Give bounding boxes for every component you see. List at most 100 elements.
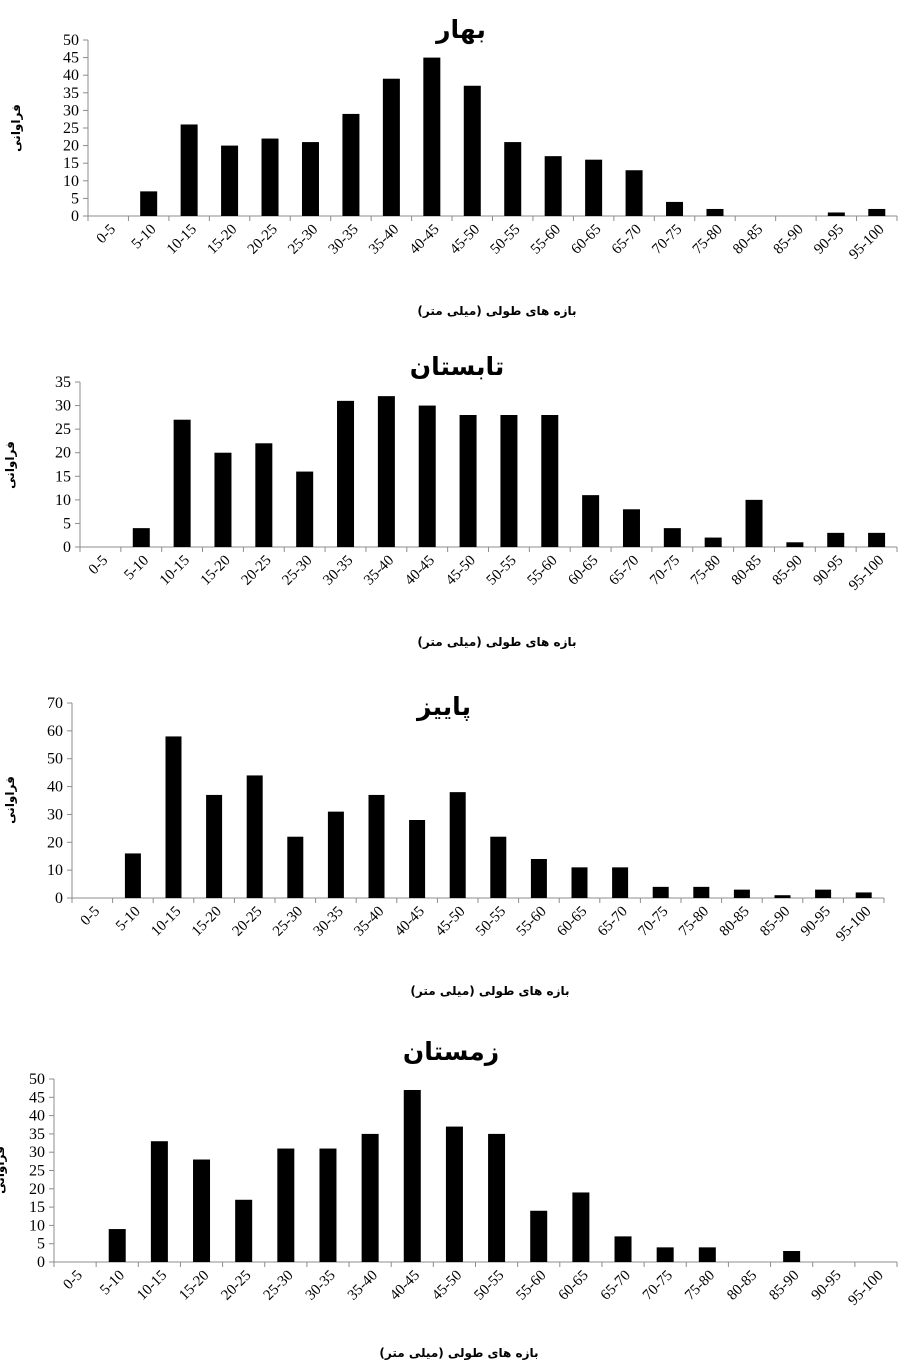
y-tick-label: 20 (29, 1181, 45, 1198)
x-tick-label: 30-35 (320, 553, 356, 589)
x-tick-label: 35-40 (366, 222, 402, 258)
bar-70-75 (666, 201, 684, 216)
bar-30-35 (342, 113, 360, 216)
bar-50-55 (488, 1133, 506, 1262)
x-tick-label: 80-85 (730, 222, 766, 258)
x-tick-label: 30-35 (311, 904, 347, 940)
x-tick-label: 95-100 (833, 904, 874, 945)
x-tick-label: 20-25 (239, 553, 275, 589)
bar-85-90 (783, 1251, 801, 1262)
y-tick-label: 5 (37, 1236, 45, 1253)
bar-90-95 (827, 532, 845, 547)
x-tick-label: 70-75 (647, 553, 683, 589)
x-tick-label: 35-40 (361, 553, 397, 589)
x-tick-label: 25-30 (279, 553, 315, 589)
x-tick-label: 45-50 (447, 222, 483, 258)
bar-75-80 (704, 537, 722, 547)
bar-25-30 (277, 1148, 295, 1262)
y-tick-label: 10 (47, 862, 63, 879)
bar-50-55 (500, 415, 518, 547)
x-tick-label: 70-75 (640, 1268, 676, 1304)
x-tick-label: 80-85 (724, 1268, 760, 1304)
x-tick-label: 15-20 (189, 904, 225, 940)
bar-40-45 (423, 57, 441, 216)
bar-70-75 (656, 1247, 674, 1262)
y-tick-label: 10 (55, 492, 71, 509)
bar-60-65 (571, 867, 588, 898)
x-axis-label: بازه های طولی (میلی متر) (417, 635, 576, 650)
bar-45-50 (445, 1126, 463, 1262)
x-tick-label: 55-60 (514, 904, 550, 940)
bar-75-80 (698, 1247, 716, 1262)
y-tick-label: 45 (29, 1089, 45, 1106)
x-tick-label: 10-15 (164, 222, 200, 258)
bar-65-70 (622, 509, 640, 547)
bar-80-85 (733, 889, 750, 898)
x-tick-label: 80-85 (729, 553, 765, 589)
bar-40-45 (409, 820, 426, 898)
chart-autumn: پاییز فراوانی بازه های طولی (میلی متر) 0… (3, 692, 885, 999)
x-tick-label: 90-95 (811, 222, 847, 258)
x-tick-label: 95-100 (846, 222, 887, 263)
bar-45-50 (449, 792, 466, 898)
chart-title: تابستان (410, 352, 505, 381)
bar-65-70 (612, 867, 629, 898)
x-tick-label: 5-10 (121, 553, 152, 584)
y-tick-label: 5 (71, 190, 79, 207)
bar-60-65 (572, 1192, 590, 1262)
x-tick-label: 85-90 (770, 553, 806, 589)
x-tick-label: 95-100 (845, 1268, 886, 1309)
bar-60-65 (585, 159, 603, 216)
bar-20-25 (235, 1199, 253, 1262)
x-tick-label: 55-60 (525, 553, 561, 589)
x-tick-label: 5-10 (97, 1268, 128, 1299)
chart-title: زمستان (403, 1037, 499, 1066)
y-tick-label: 50 (47, 751, 63, 768)
x-tick-label: 65-70 (609, 222, 645, 258)
x-tick-label: 45-50 (432, 904, 468, 940)
bar-55-60 (541, 415, 559, 547)
x-tick-label: 35-40 (345, 1268, 381, 1304)
x-tick-label: 0-5 (60, 1268, 85, 1293)
y-tick-label: 35 (63, 85, 79, 102)
bar-5-10 (140, 191, 158, 216)
bar-15-20 (206, 794, 223, 898)
bar-5-10 (124, 853, 141, 898)
bar-95-100 (855, 892, 872, 898)
y-tick-label: 35 (29, 1126, 45, 1143)
x-tick-label: 55-60 (513, 1268, 549, 1304)
x-tick-label: 20-25 (245, 222, 281, 258)
x-tick-label: 5-10 (113, 904, 144, 935)
bar-15-20 (221, 145, 239, 216)
x-tick-label: 60-65 (565, 553, 601, 589)
x-tick-label: 20-25 (229, 904, 265, 940)
bar-20-25 (255, 443, 273, 547)
bar-20-25 (246, 775, 263, 898)
x-tick-label: 65-70 (598, 1268, 634, 1304)
y-tick-label: 30 (29, 1144, 45, 1161)
x-tick-label: 0-5 (94, 222, 119, 247)
bar-95-100 (868, 532, 886, 547)
bar-90-95 (827, 212, 845, 216)
x-tick-label: 95-100 (846, 553, 887, 594)
bar-50-55 (490, 836, 507, 898)
y-tick-label: 60 (47, 723, 63, 740)
bar-80-85 (745, 499, 763, 547)
bar-10-15 (165, 736, 182, 898)
bar-25-30 (296, 471, 314, 547)
x-tick-label: 45-50 (443, 553, 479, 589)
y-tick-label: 0 (63, 539, 71, 556)
x-tick-label: 55-60 (528, 222, 564, 258)
y-tick-label: 0 (71, 208, 79, 225)
bar-35-40 (361, 1133, 379, 1262)
x-tick-label: 10-15 (157, 553, 193, 589)
chart-spring: بهار فراوانی بازه های طولی (میلی متر) 05… (9, 15, 898, 319)
x-tick-label: 25-30 (270, 904, 306, 940)
bar-25-30 (287, 836, 304, 898)
x-tick-label: 90-95 (798, 904, 834, 940)
x-axis-label: بازه های طولی (میلی متر) (417, 304, 576, 319)
y-tick-label: 25 (29, 1163, 45, 1180)
